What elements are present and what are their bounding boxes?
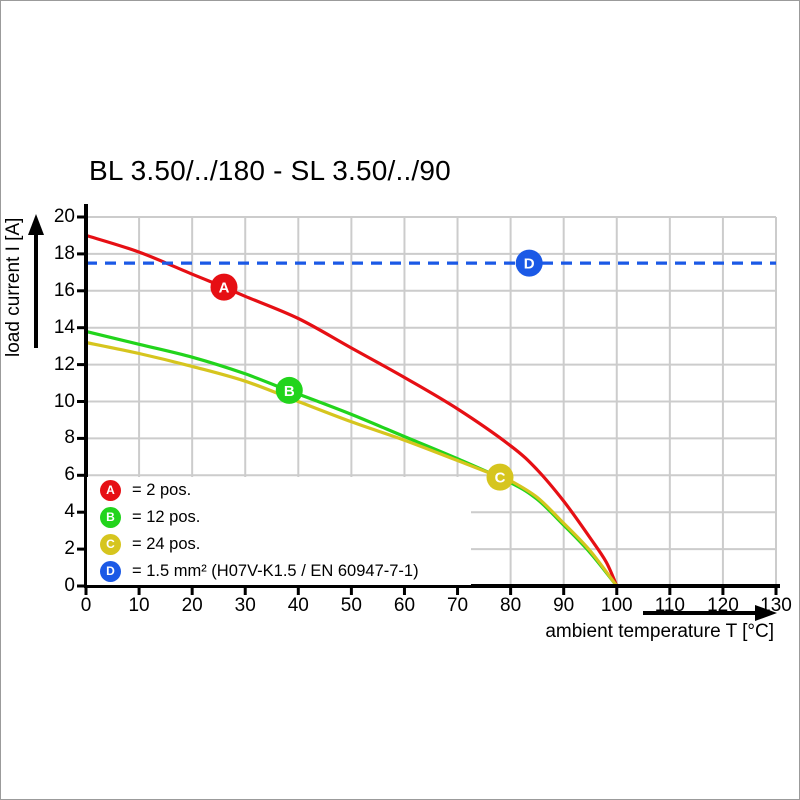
legend-marker-icon: D bbox=[100, 561, 121, 582]
y-tick-label: 14 bbox=[53, 316, 75, 338]
x-tick-label: 40 bbox=[287, 595, 309, 616]
x-tick-label: 30 bbox=[234, 595, 256, 616]
legend-item: D = 1.5 mm² (H07V-K1.5 / EN 60947-7-1) bbox=[87, 561, 471, 582]
x-tick-label: 80 bbox=[500, 595, 522, 616]
x-axis-arrowhead-icon bbox=[755, 605, 777, 621]
legend: A = 2 pos. B = 12 pos. C = 24 pos. D = 1.5 mm² … bbox=[87, 477, 471, 585]
x-tick-label: 120 bbox=[707, 595, 739, 616]
legend-item: B = 12 pos. bbox=[87, 507, 471, 528]
y-tick-label: 0 bbox=[64, 575, 75, 596]
y-tick-label: 20 bbox=[53, 206, 75, 227]
x-tick-label: 110 bbox=[654, 595, 685, 616]
y-tick-label: 16 bbox=[53, 279, 75, 301]
legend-marker-icon: A bbox=[100, 480, 121, 501]
y-axis-arrowhead-icon bbox=[28, 214, 44, 235]
x-tick-label: 70 bbox=[446, 595, 469, 616]
marker-letter-C: C bbox=[495, 470, 506, 487]
x-tick-label: 60 bbox=[393, 595, 416, 616]
curve-A bbox=[85, 233, 619, 587]
x-tick-label: 20 bbox=[181, 595, 203, 616]
legend-item: A = 2 pos. bbox=[87, 480, 471, 501]
y-tick-label: 12 bbox=[53, 353, 75, 375]
x-tick-label: 100 bbox=[600, 595, 633, 616]
marker-letter-B: B bbox=[284, 383, 295, 400]
marker-C bbox=[486, 463, 514, 491]
marker-A bbox=[210, 273, 238, 301]
chart-title: BL 3.50/../180 - SL 3.50/../90 bbox=[89, 155, 451, 186]
y-tick-label: 4 bbox=[64, 501, 75, 523]
y-axis-label: load current I [A] bbox=[3, 217, 24, 357]
curve-C bbox=[85, 340, 619, 587]
y-tick-label: 18 bbox=[53, 242, 75, 264]
legend-item-label: = 24 pos. bbox=[132, 535, 201, 553]
marker-letter-A: A bbox=[219, 280, 230, 297]
legend-item-label: = 12 pos. bbox=[132, 508, 201, 526]
legend-item: C = 24 pos. bbox=[87, 534, 471, 555]
x-tick-label: 130 bbox=[760, 595, 792, 616]
x-axis-label: ambient temperature T [°C] bbox=[545, 621, 774, 642]
x-tick-label: 10 bbox=[128, 595, 150, 616]
legend-item-label: = 2 pos. bbox=[132, 481, 192, 499]
legend-marker-icon: C bbox=[100, 534, 121, 555]
y-tick-label: 6 bbox=[64, 464, 75, 486]
legend-marker-icon: B bbox=[100, 507, 121, 528]
marker-letter-D: D bbox=[524, 256, 535, 273]
marker-B bbox=[275, 376, 303, 404]
x-tick-label: 90 bbox=[553, 595, 575, 616]
legend-item-label: = 1.5 mm² (H07V-K1.5 / EN 60947-7-1) bbox=[132, 562, 419, 580]
x-tick-label: 0 bbox=[80, 595, 92, 616]
marker-D bbox=[515, 249, 543, 277]
x-tick-label: 50 bbox=[340, 595, 362, 616]
y-tick-label: 8 bbox=[64, 427, 75, 449]
y-tick-label: 10 bbox=[53, 390, 75, 412]
y-tick-label: 2 bbox=[64, 538, 75, 560]
